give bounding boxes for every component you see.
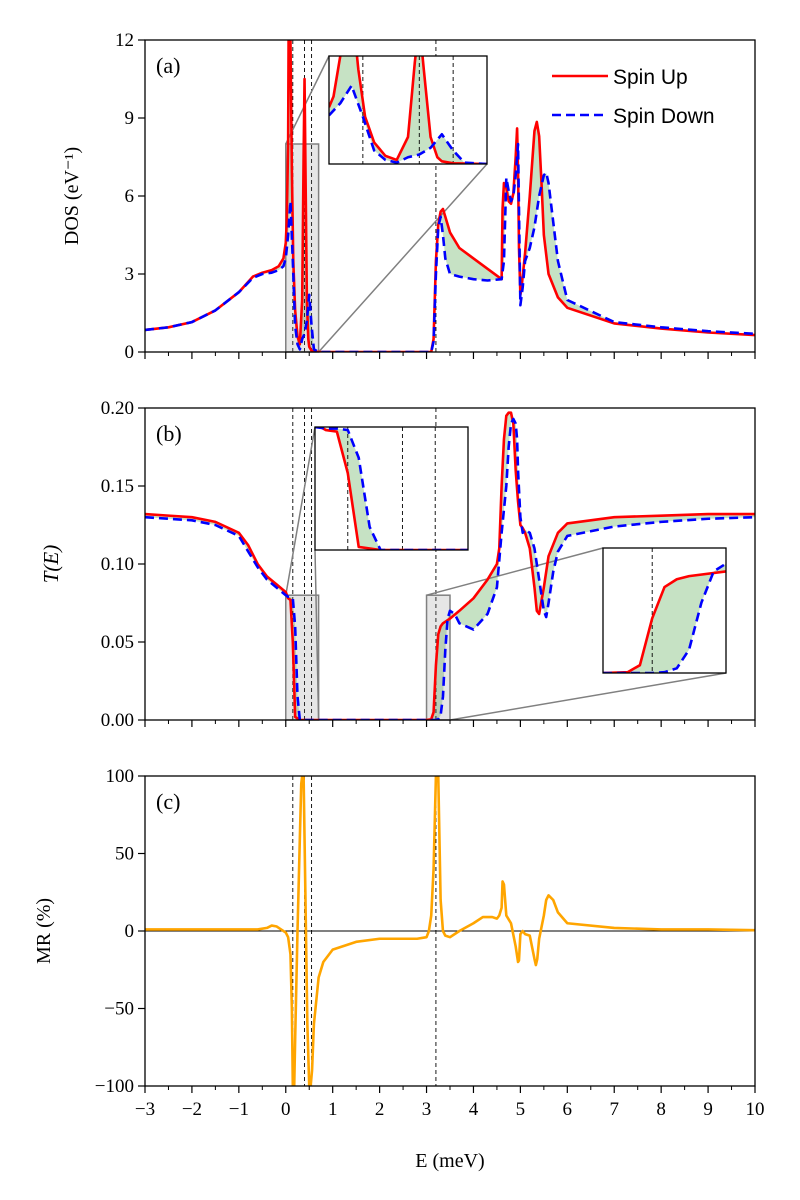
panel-c-mr-line <box>145 776 755 1086</box>
x-tick-label-13: 10 <box>746 1099 765 1120</box>
panel-c-ytick-label-4: 100 <box>106 766 135 787</box>
panel-a-inset-plot-area <box>329 56 487 164</box>
panel-a-ytick-label-2: 6 <box>125 186 135 207</box>
x-tick-label-12: 9 <box>703 1099 713 1120</box>
panel-b-ylabel: T(E) <box>39 545 63 584</box>
panel-b-spin-up-line <box>145 411 755 720</box>
x-tick-label-8: 5 <box>516 1099 526 1120</box>
panel-b-inset-left-spin-up-line <box>317 427 468 550</box>
panel-a-inset-spin-down-line <box>329 84 487 164</box>
x-tick-label-6: 3 <box>422 1099 432 1120</box>
panel-b-spin-down-line <box>145 417 755 720</box>
x-tick-label-5: 2 <box>375 1099 385 1120</box>
panel-b-inset-right <box>602 547 727 674</box>
panel-a-dos: 0 3 6 9 12 (a) DOS (eV⁻¹) Spin Up Spin Down <box>61 30 756 363</box>
panel-b-series <box>145 411 755 720</box>
panel-b-inset-left <box>314 426 469 551</box>
legend: Spin Up Spin Down <box>552 66 715 128</box>
panel-b-inset-right-spin-down-line <box>603 562 726 673</box>
panel-b-inset-right-frame <box>602 547 727 674</box>
panel-b-y-axis: 0.00 0.05 0.10 0.15 0.20 <box>101 398 145 731</box>
legend-spin-up-label: Spin Up <box>613 66 688 89</box>
panel-c-ytick-label-2: 0 <box>125 921 135 942</box>
panel-b-connector-left-bottom <box>314 549 320 721</box>
panel-b-ytick-label-3: 0.15 <box>101 476 134 497</box>
panel-a-label: (a) <box>156 53 180 78</box>
x-tick-label-7: 4 <box>469 1099 479 1120</box>
panel-a-inset-spin-up-line <box>329 56 487 164</box>
panel-c-series <box>145 776 755 1086</box>
panel-b-transmission: 0.00 0.05 0.10 0.15 0.20 (b) T(E) <box>39 398 756 731</box>
panel-a-series <box>145 40 755 352</box>
panel-b-inset-left-plot-area <box>315 427 468 550</box>
x-tick-label-1: −2 <box>182 1099 202 1120</box>
panel-b-inset-left-spin-down-line <box>315 427 468 550</box>
x-tick-label-2: −1 <box>229 1099 249 1120</box>
panel-c-y-axis: −100 −50 0 50 100 <box>95 766 145 1097</box>
panel-b-inset-right-plot-area <box>603 548 726 673</box>
panel-b-connector-left-top <box>285 426 316 596</box>
panel-c-ytick-label-3: 50 <box>115 844 134 865</box>
panel-a-inset <box>328 55 488 165</box>
panel-b-inset-left-fill-area <box>315 427 468 550</box>
panel-a-spin-down-line <box>145 142 755 352</box>
x-tick-label-9: 6 <box>563 1099 573 1120</box>
panel-c-ytick-label-1: −50 <box>104 999 134 1020</box>
panel-b-inset-right-fill-area <box>603 563 726 673</box>
x-tick-label-4: 1 <box>328 1099 338 1120</box>
legend-spin-down-label: Spin Down <box>613 105 715 128</box>
panel-b-label: (b) <box>156 421 182 446</box>
panel-a-ytick-label-0: 0 <box>125 342 135 363</box>
panel-c-label: (c) <box>156 789 180 814</box>
panel-a-connector-bottom <box>318 163 488 353</box>
x-tick-label-0: −3 <box>135 1099 155 1120</box>
panel-c-magnetoresistance: −100 −50 0 50 100 −3 −2 −1 0 1 2 3 4 5 6 7 8 9 10 (c) MR … <box>33 766 765 1172</box>
panel-b-connector-right-bottom <box>449 672 727 721</box>
panel-a-ytick-label-1: 3 <box>125 264 135 285</box>
panel-c-x-axis: −3 −2 −1 0 1 2 3 4 5 6 7 8 9 10 <box>135 1086 765 1120</box>
panel-c-ylabel: MR (%) <box>33 898 55 964</box>
panel-a-x-ticks <box>144 352 756 359</box>
panel-b-inset-right-spin-up-line <box>603 570 726 673</box>
panel-b-ytick-label-1: 0.05 <box>101 632 134 653</box>
panel-b-x-ticks <box>144 720 756 727</box>
x-axis-title: E (meV) <box>415 1150 484 1172</box>
panel-a-y-axis: 0 3 6 9 12 <box>115 30 145 363</box>
panel-a-ytick-label-3: 9 <box>125 108 135 129</box>
x-tick-label-3: 0 <box>281 1099 291 1120</box>
panel-b-zoom-rect-right <box>425 594 451 721</box>
panel-c-ytick-label-0: −100 <box>95 1076 134 1097</box>
panel-b-ytick-label-4: 0.20 <box>101 398 134 419</box>
panel-a-ytick-label-4: 12 <box>115 30 134 51</box>
panel-b-connector-right-top <box>426 547 604 596</box>
panel-b-ytick-label-2: 0.10 <box>101 554 134 575</box>
panel-b-ytick-label-0: 0.00 <box>101 710 134 731</box>
panel-a-inset-frame <box>328 55 488 165</box>
panel-b-inset-left-frame <box>314 426 469 551</box>
x-tick-label-11: 8 <box>656 1099 666 1120</box>
panel-a-connector-top <box>285 55 330 145</box>
x-tick-label-10: 7 <box>609 1099 619 1120</box>
panel-b-inset-left-background <box>315 427 468 550</box>
panel-a-ylabel: DOS (eV⁻¹) <box>61 147 83 245</box>
